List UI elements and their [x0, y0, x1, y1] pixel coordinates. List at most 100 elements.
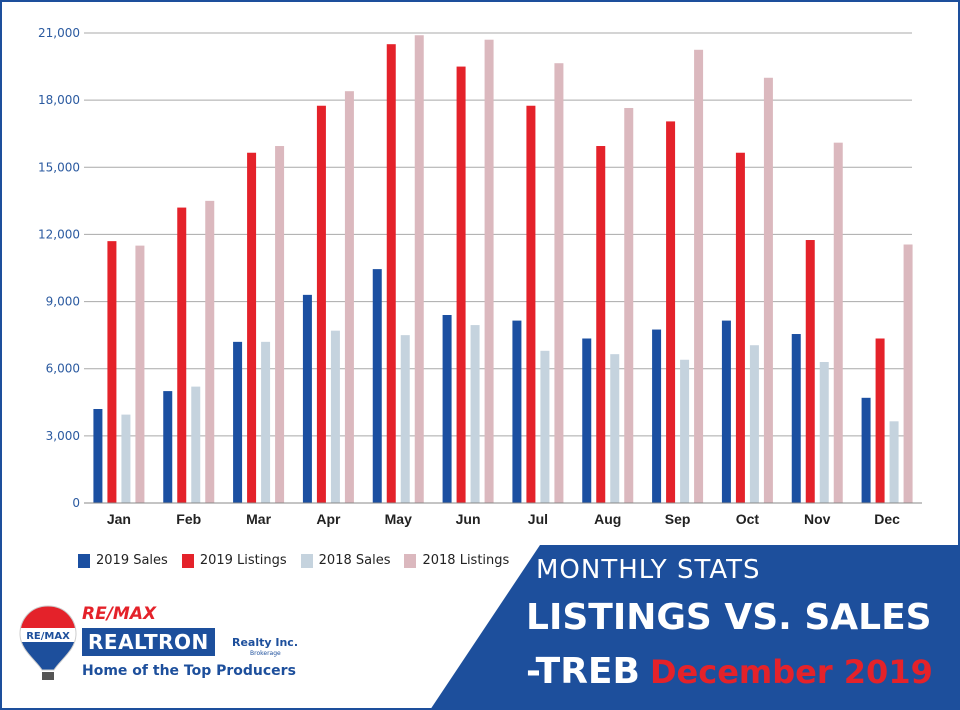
banner-background	[430, 545, 960, 710]
bar-2018-listings-jan	[135, 245, 145, 503]
bar-2019-sales-sep	[652, 329, 662, 503]
bar-2018-listings-oct	[763, 77, 773, 503]
x-tick-label: Dec	[874, 511, 900, 527]
y-tick-label: 6,000	[46, 362, 80, 376]
bar-2019-sales-apr	[302, 294, 312, 503]
legend-item: 2018 Listings	[404, 553, 509, 568]
y-axis-ticks: 0 3,000 6,000 9,000 12,000 15,000 18,000 21,000	[38, 26, 80, 510]
legend-swatch	[300, 553, 313, 568]
banner-title-line2: -TREB December 2019	[526, 651, 933, 692]
realty-inc-text: Realty Inc.	[232, 636, 299, 649]
x-tick-label: Mar	[246, 511, 271, 527]
x-tick-label: Aug	[594, 511, 621, 527]
bar-2018-sales-aug	[610, 354, 620, 503]
banner-title-treb: -TREB	[526, 651, 640, 692]
legend-item: 2019 Listings	[181, 553, 287, 568]
bar-2019-listings-jan	[107, 241, 117, 503]
bar-2019-sales-mar	[233, 341, 243, 503]
x-tick-label: Oct	[736, 511, 760, 527]
y-tick-label: 18,000	[38, 93, 80, 107]
bar-2018-listings-aug	[624, 107, 634, 503]
legend-swatch	[78, 553, 90, 568]
remax-brand: RE/MAX	[82, 604, 157, 624]
y-tick-label: 12,000	[38, 227, 80, 241]
bar-2019-listings-nov	[805, 240, 815, 503]
legend-item: 2019 Sales	[78, 553, 168, 568]
legend-label: 2018 Listings	[422, 553, 510, 568]
bar-2019-sales-may	[372, 269, 382, 503]
legend-label: 2019 Listings	[199, 553, 287, 568]
x-tick-label: Nov	[804, 511, 831, 527]
brokerage-text: Brokerage	[250, 650, 281, 657]
bar-2019-sales-jun	[442, 315, 452, 503]
x-tick-label: May	[385, 511, 412, 527]
legend-label: 2018 Sales	[318, 553, 391, 568]
bar-2019-listings-jun	[456, 66, 466, 504]
bar-2018-sales-nov	[819, 362, 829, 503]
banner-title-line1: LISTINGS VS. SALES	[526, 597, 932, 638]
y-tick-label: 9,000	[46, 295, 80, 309]
bar-2018-listings-dec	[903, 244, 913, 503]
legend-item: 2018 Sales	[300, 553, 391, 568]
y-tick-label: 15,000	[38, 160, 80, 174]
legend: 2019 Sales 2019 Listings 2018 Sales 2018 Li…	[78, 553, 509, 568]
bar-2019-sales-jan	[93, 409, 103, 503]
remax-realtron-logo: RE/MAX RE/MAX REALTRON Realty Inc. Broke…	[18, 600, 318, 690]
y-tick-label: 3,000	[46, 429, 80, 443]
bar-2018-listings-mar	[275, 146, 285, 503]
bar-2018-sales-jan	[121, 414, 131, 503]
bar-2018-sales-feb	[191, 386, 201, 503]
bar-2019-listings-may	[386, 44, 396, 503]
bar-2019-sales-aug	[582, 338, 592, 503]
x-tick-label: Feb	[176, 511, 201, 527]
bar-2018-sales-dec	[889, 421, 899, 503]
bar-chart: 0 3,000 6,000 9,000 12,000 15,000 18,000 21,000…	[38, 26, 922, 527]
banner-date: December 2019	[649, 653, 933, 691]
balloon-text: RE/MAX	[26, 631, 70, 642]
bar-2019-listings-aug	[596, 146, 606, 503]
bar-2019-listings-oct	[735, 152, 745, 503]
x-tick-label: Apr	[316, 511, 341, 527]
bar-2019-listings-dec	[875, 338, 885, 503]
x-tick-label: Jan	[107, 511, 131, 527]
bars	[93, 35, 913, 504]
logo-tagline: Home of the Top Producers	[82, 663, 296, 679]
bar-2018-listings-feb	[205, 200, 215, 503]
bar-2018-sales-may	[400, 335, 410, 503]
bar-2019-listings-sep	[666, 121, 676, 504]
balloon-logo-icon: RE/MAX	[19, 605, 77, 680]
bar-2018-listings-sep	[694, 49, 704, 504]
bar-2018-listings-may	[414, 35, 424, 503]
banner-subtitle: MONTHLY STATS	[536, 555, 761, 585]
bar-2019-sales-jul	[512, 320, 522, 503]
bar-2018-sales-apr	[330, 330, 340, 503]
bar-2018-listings-apr	[344, 91, 354, 503]
x-tick-label: Jul	[528, 511, 548, 527]
legend-label: 2019 Sales	[96, 553, 168, 568]
bar-2018-sales-jun	[470, 325, 480, 503]
bar-2018-listings-nov	[833, 142, 843, 503]
realtron-brand: REALTRON	[82, 628, 215, 656]
gridlines	[84, 32, 912, 437]
bar-2018-listings-jul	[554, 63, 564, 503]
bar-2018-sales-oct	[749, 345, 759, 503]
bar-2019-listings-jul	[526, 105, 536, 503]
bar-2018-sales-jul	[540, 350, 550, 503]
bar-2019-listings-apr	[316, 105, 326, 503]
bar-2019-sales-dec	[861, 397, 871, 503]
bar-2018-listings-jun	[484, 39, 494, 503]
bar-2019-sales-feb	[163, 391, 173, 503]
bar-2019-listings-feb	[177, 207, 187, 504]
title-banner: MONTHLY STATS LISTINGS VS. SALES -TREB De…	[430, 545, 960, 710]
y-tick-label: 21,000	[38, 26, 80, 40]
x-tick-label: Jun	[456, 511, 481, 527]
legend-swatch	[181, 553, 194, 568]
bar-2019-sales-oct	[721, 320, 731, 503]
legend-swatch	[404, 553, 417, 568]
bar-2019-sales-nov	[791, 334, 801, 503]
x-tick-label: Sep	[665, 511, 691, 527]
x-axis-labels: Jan Feb Mar Apr May Jun Jul Aug Sep Oct Nov Dec	[107, 511, 900, 527]
bar-2018-sales-mar	[261, 341, 271, 503]
bar-2018-sales-sep	[680, 359, 690, 503]
y-tick-label: 0	[72, 496, 80, 510]
